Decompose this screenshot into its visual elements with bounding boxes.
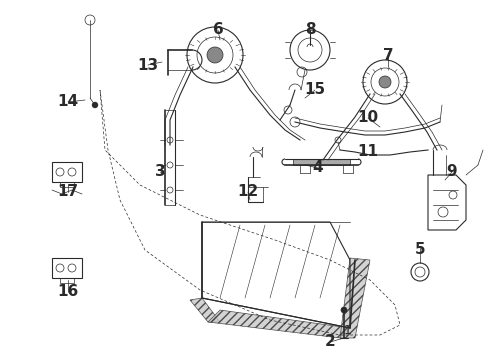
Text: 5: 5	[415, 243, 425, 257]
Polygon shape	[340, 258, 370, 338]
Text: 17: 17	[57, 184, 78, 199]
Text: 9: 9	[447, 165, 457, 180]
Text: 7: 7	[383, 48, 393, 63]
Text: 14: 14	[57, 94, 78, 109]
Text: 13: 13	[137, 58, 159, 72]
Text: 12: 12	[237, 184, 259, 199]
Text: 6: 6	[213, 22, 223, 37]
Text: 11: 11	[358, 144, 378, 159]
Circle shape	[341, 307, 347, 313]
Text: 8: 8	[305, 22, 315, 37]
Circle shape	[207, 47, 223, 63]
Text: 16: 16	[57, 284, 78, 300]
Circle shape	[379, 76, 391, 88]
Polygon shape	[190, 298, 220, 322]
Text: 15: 15	[304, 82, 325, 98]
Circle shape	[92, 102, 98, 108]
Polygon shape	[208, 310, 350, 338]
Text: 1: 1	[344, 324, 352, 337]
Text: 3: 3	[155, 165, 165, 180]
Polygon shape	[293, 159, 350, 165]
Text: 2: 2	[325, 334, 335, 350]
Text: 4: 4	[313, 161, 323, 175]
Text: 10: 10	[357, 111, 379, 126]
